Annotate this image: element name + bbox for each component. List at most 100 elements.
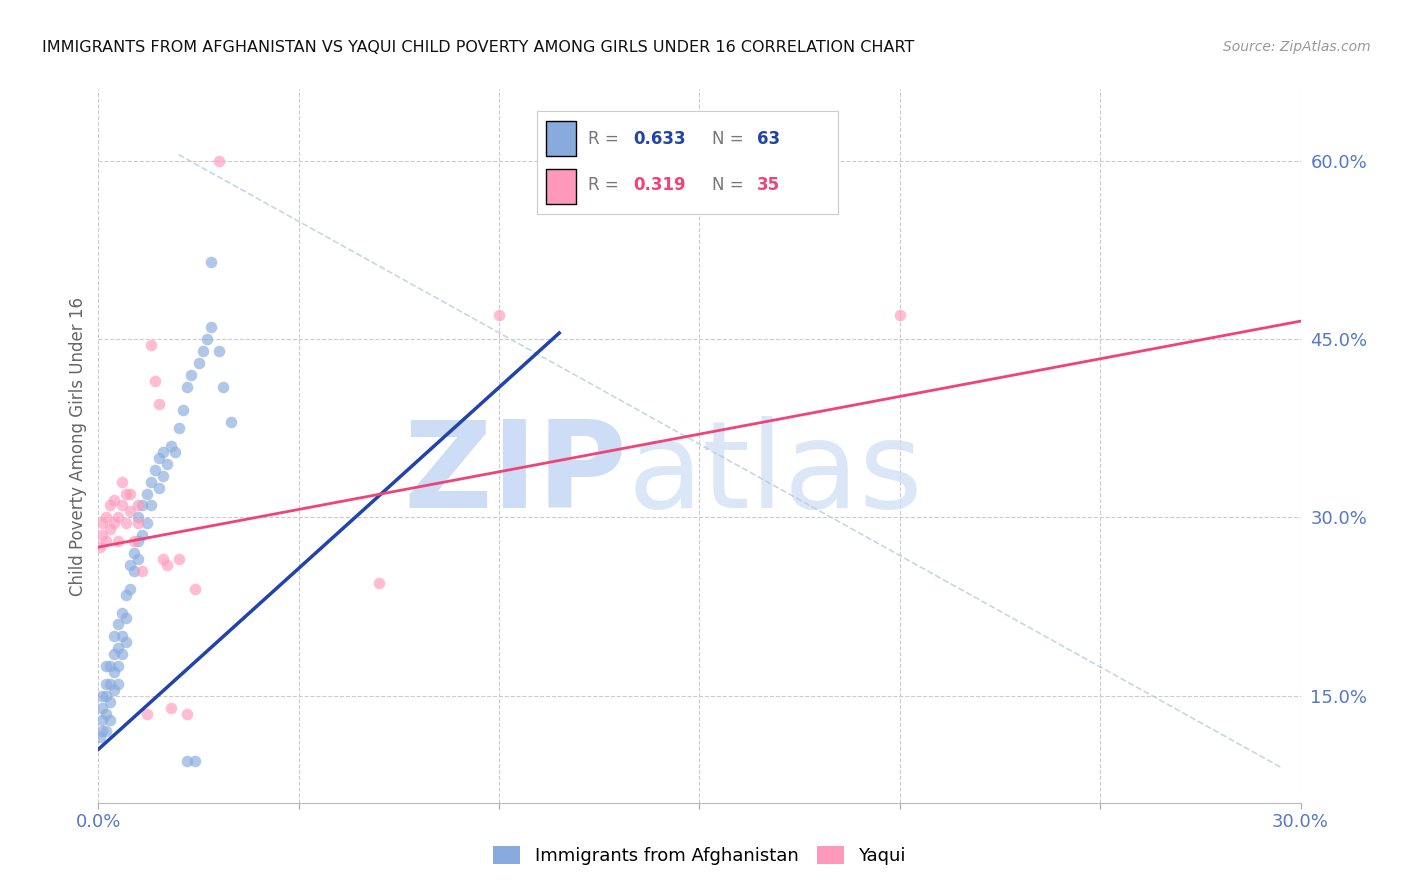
- Point: [100, 659, 122, 673]
- Point: [159, 700, 181, 714]
- Point: [152, 468, 174, 483]
- Point: [183, 582, 205, 596]
- Point: [115, 516, 138, 531]
- Point: [107, 659, 129, 673]
- Point: [139, 475, 162, 489]
- Point: [124, 546, 146, 560]
- Text: atlas: atlas: [627, 416, 922, 533]
- Point: [107, 641, 129, 656]
- Point: [107, 510, 129, 524]
- Point: [107, 617, 129, 632]
- Point: [103, 665, 125, 679]
- Y-axis label: Child Poverty Among Girls Under 16: Child Poverty Among Girls Under 16: [69, 296, 87, 596]
- Point: [159, 439, 181, 453]
- Point: [143, 374, 166, 388]
- Point: [115, 486, 138, 500]
- Point: [163, 445, 186, 459]
- Point: [148, 397, 170, 411]
- Point: [96, 724, 118, 739]
- Point: [208, 153, 231, 168]
- Point: [124, 534, 146, 549]
- Point: [889, 308, 911, 322]
- Point: [91, 528, 114, 542]
- Legend: Immigrants from Afghanistan, Yaqui: Immigrants from Afghanistan, Yaqui: [486, 838, 912, 872]
- Point: [195, 332, 218, 346]
- Point: [152, 445, 174, 459]
- Point: [96, 659, 118, 673]
- Point: [103, 492, 125, 507]
- Point: [91, 713, 114, 727]
- Point: [120, 504, 142, 518]
- Point: [91, 724, 114, 739]
- Point: [96, 689, 118, 703]
- Point: [100, 677, 122, 691]
- Point: [96, 510, 118, 524]
- Point: [107, 677, 129, 691]
- Point: [128, 516, 150, 531]
- Point: [128, 534, 150, 549]
- Point: [368, 575, 391, 590]
- Point: [191, 343, 214, 358]
- Point: [211, 379, 233, 393]
- Point: [183, 754, 205, 768]
- Point: [96, 706, 118, 721]
- Point: [135, 706, 157, 721]
- Point: [219, 415, 242, 429]
- Point: [103, 629, 125, 643]
- Point: [139, 499, 162, 513]
- Point: [100, 713, 122, 727]
- Point: [131, 564, 153, 578]
- Point: [89, 540, 111, 554]
- Point: [488, 308, 510, 322]
- Point: [89, 731, 111, 745]
- Point: [107, 534, 129, 549]
- Point: [128, 552, 150, 566]
- Point: [96, 534, 118, 549]
- Point: [131, 528, 153, 542]
- Point: [91, 700, 114, 714]
- Point: [120, 486, 142, 500]
- Point: [200, 254, 222, 268]
- Point: [103, 647, 125, 661]
- Point: [100, 695, 122, 709]
- Point: [135, 486, 157, 500]
- Point: [176, 706, 198, 721]
- Point: [91, 516, 114, 531]
- Text: ZIP: ZIP: [404, 416, 627, 533]
- Point: [131, 499, 153, 513]
- Point: [167, 552, 190, 566]
- Point: [120, 558, 142, 572]
- Point: [100, 499, 122, 513]
- Point: [148, 450, 170, 465]
- Point: [208, 343, 231, 358]
- Point: [176, 754, 198, 768]
- Point: [148, 481, 170, 495]
- Point: [143, 463, 166, 477]
- Point: [115, 588, 138, 602]
- Point: [103, 516, 125, 531]
- Point: [91, 689, 114, 703]
- Point: [155, 558, 177, 572]
- Point: [111, 499, 134, 513]
- Point: [111, 606, 134, 620]
- Point: [167, 421, 190, 435]
- Point: [100, 522, 122, 536]
- Point: [115, 611, 138, 625]
- Text: Source: ZipAtlas.com: Source: ZipAtlas.com: [1223, 40, 1371, 54]
- Point: [111, 475, 134, 489]
- Point: [139, 338, 162, 352]
- Point: [200, 320, 222, 334]
- Point: [187, 356, 209, 370]
- Point: [172, 403, 194, 417]
- Point: [111, 647, 134, 661]
- Point: [120, 582, 142, 596]
- Point: [135, 516, 157, 531]
- Point: [115, 635, 138, 649]
- Point: [103, 682, 125, 697]
- Point: [176, 379, 198, 393]
- Point: [124, 564, 146, 578]
- Point: [128, 499, 150, 513]
- Text: IMMIGRANTS FROM AFGHANISTAN VS YAQUI CHILD POVERTY AMONG GIRLS UNDER 16 CORRELAT: IMMIGRANTS FROM AFGHANISTAN VS YAQUI CHI…: [42, 40, 914, 55]
- Point: [111, 629, 134, 643]
- Point: [152, 552, 174, 566]
